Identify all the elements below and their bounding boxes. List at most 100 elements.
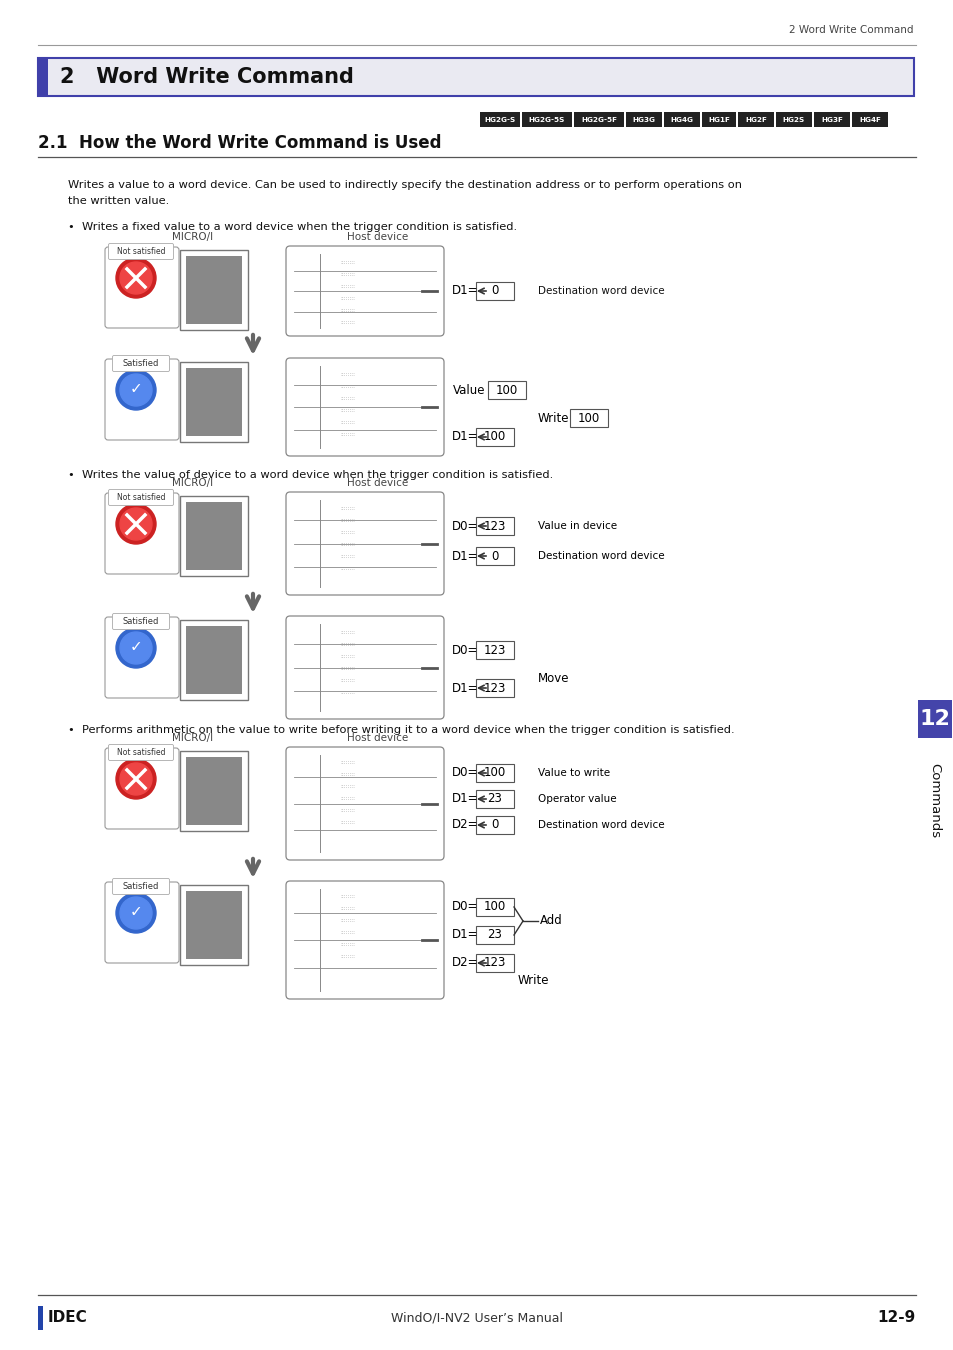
Text: ::::::::: :::::::: [339,641,355,647]
Text: Host device: Host device [347,733,408,743]
Text: Commands: Commands [927,764,941,838]
FancyBboxPatch shape [574,112,623,127]
Text: ::::::::: :::::::: [339,918,355,923]
Text: ::::::::: :::::::: [339,271,355,277]
Circle shape [116,759,156,799]
Text: D0=: D0= [452,900,477,914]
Text: 123: 123 [483,644,506,656]
Text: D0=: D0= [452,767,477,779]
Text: ::::::::: :::::::: [339,408,355,413]
FancyBboxPatch shape [286,491,443,595]
FancyBboxPatch shape [109,243,173,259]
FancyBboxPatch shape [476,954,514,972]
Text: D2=: D2= [452,818,478,832]
Text: ::::::::: :::::::: [339,396,355,401]
Text: 12: 12 [919,709,949,729]
Text: •  Writes the value of device to a word device when the trigger condition is sat: • Writes the value of device to a word d… [68,470,553,481]
Text: ::::::::: :::::::: [339,666,355,671]
Text: ::::::::: :::::::: [339,772,355,778]
Text: Write: Write [537,412,569,424]
Text: ::::::::: :::::::: [339,809,355,814]
Text: ::::::::: :::::::: [339,895,355,899]
Text: ::::::::: :::::::: [339,383,355,389]
Text: 123: 123 [483,682,506,694]
Text: ::::::::: :::::::: [339,432,355,436]
FancyBboxPatch shape [476,428,514,446]
Text: ::::::::: :::::::: [339,906,355,911]
Text: 2.1  How the Word Write Command is Used: 2.1 How the Word Write Command is Used [38,134,441,153]
FancyBboxPatch shape [476,641,514,659]
FancyBboxPatch shape [738,112,773,127]
FancyBboxPatch shape [180,886,248,965]
Text: IDEC: IDEC [48,1311,88,1326]
Text: Value: Value [453,383,485,397]
Text: Writes a value to a word device. Can be used to indirectly specify the destinati: Writes a value to a word device. Can be … [68,180,741,190]
Text: Value in device: Value in device [537,521,617,531]
Text: Satisfied: Satisfied [123,359,159,369]
Text: HG1F: HG1F [707,116,729,123]
Text: Host device: Host device [347,478,408,487]
Circle shape [120,632,152,664]
Text: ::::::::: :::::::: [339,566,355,571]
FancyBboxPatch shape [476,547,514,566]
Text: D1=: D1= [452,549,478,563]
Text: the written value.: the written value. [68,196,169,207]
Circle shape [120,508,152,540]
FancyBboxPatch shape [488,381,525,400]
Text: ✓: ✓ [130,382,142,397]
Text: Destination word device: Destination word device [537,286,664,296]
Text: Value to write: Value to write [537,768,610,778]
Text: D0=: D0= [452,644,477,656]
Text: Host device: Host device [347,232,408,242]
FancyBboxPatch shape [521,112,572,127]
FancyBboxPatch shape [180,751,248,832]
FancyBboxPatch shape [775,112,811,127]
Text: ::::::::: :::::::: [339,954,355,960]
FancyBboxPatch shape [109,490,173,505]
Text: 2   Word Write Command: 2 Word Write Command [60,68,354,86]
Text: ::::::::: :::::::: [339,796,355,802]
Text: HG2S: HG2S [782,116,804,123]
Text: 0: 0 [491,285,498,297]
FancyBboxPatch shape [851,112,887,127]
Text: HG3F: HG3F [821,116,842,123]
FancyBboxPatch shape [180,362,248,441]
Text: Add: Add [539,914,562,927]
Text: HG4F: HG4F [858,116,880,123]
Text: D1=: D1= [452,792,478,806]
Text: D0=: D0= [452,520,477,532]
FancyBboxPatch shape [569,409,607,427]
Text: Operator value: Operator value [537,794,616,805]
Text: Satisfied: Satisfied [123,617,159,626]
Circle shape [116,892,156,933]
FancyBboxPatch shape [112,879,170,895]
Text: 123: 123 [483,520,506,532]
FancyBboxPatch shape [112,355,170,371]
FancyBboxPatch shape [701,112,735,127]
Text: ::::::::: :::::::: [339,930,355,936]
FancyBboxPatch shape [186,891,242,958]
Circle shape [120,262,152,294]
FancyBboxPatch shape [476,679,514,697]
Text: •  Performs arithmetic on the value to write before writing it to a word device : • Performs arithmetic on the value to wr… [68,725,734,734]
Text: 0: 0 [491,549,498,563]
Text: ::::::::: :::::::: [339,678,355,683]
FancyBboxPatch shape [476,815,514,834]
Text: ✓: ✓ [130,904,142,919]
Circle shape [120,763,152,795]
Text: HG2G-5F: HG2G-5F [580,116,617,123]
Text: HG2G-5S: HG2G-5S [528,116,564,123]
FancyBboxPatch shape [286,246,443,336]
FancyBboxPatch shape [286,882,443,999]
FancyBboxPatch shape [186,369,242,436]
Text: ::::::::: :::::::: [339,653,355,659]
FancyBboxPatch shape [105,493,179,574]
Text: D2=: D2= [452,957,478,969]
Text: 100: 100 [483,767,506,779]
FancyBboxPatch shape [105,748,179,829]
FancyBboxPatch shape [186,757,242,825]
Text: ::::::::: :::::::: [339,760,355,765]
Text: WindO/I-NV2 User’s Manual: WindO/I-NV2 User’s Manual [391,1311,562,1324]
Text: Move: Move [537,671,569,684]
Text: ::::::::: :::::::: [339,259,355,265]
